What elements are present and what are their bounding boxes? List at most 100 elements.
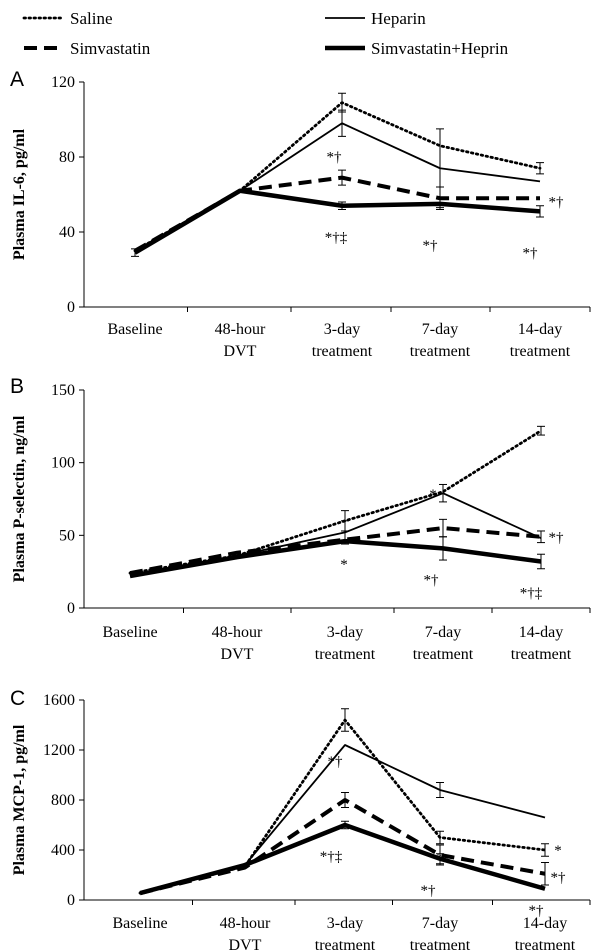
error-bar xyxy=(338,201,346,210)
legend-item-saline: Saline xyxy=(22,9,113,28)
x-category-label: 48-hour xyxy=(215,321,266,338)
error-bar xyxy=(537,553,545,570)
series-line xyxy=(133,101,542,253)
y-axis-label: Plasma IL-6, pg/ml xyxy=(11,128,28,260)
series-line xyxy=(138,718,547,895)
y-axis-label: Plasma MCP-1, pg/ml xyxy=(11,724,28,875)
significance-marker: *† xyxy=(551,870,567,886)
x-category-label: 14-day xyxy=(519,624,563,641)
legend-item-heparin: Heparin xyxy=(325,9,426,28)
y-tick-label: 0 xyxy=(67,892,75,909)
y-tick-label: 0 xyxy=(67,299,75,316)
error-bar xyxy=(338,109,346,137)
x-category-label: treatment xyxy=(315,646,376,663)
x-category-label: 7-day xyxy=(422,321,458,338)
series-line xyxy=(139,822,546,896)
significance-marker: * xyxy=(434,852,442,868)
error-bar xyxy=(536,205,544,218)
error-bar xyxy=(536,162,544,175)
legend: Saline Heparin Simvastatin Simvastatin+Hepr… xyxy=(22,9,509,58)
error-bar xyxy=(341,820,349,830)
legend-label: Simvastatin+Heprin xyxy=(371,39,509,58)
error-bar xyxy=(541,862,549,886)
y-axis-label: Plasma P-selectin, ng/ml xyxy=(11,415,28,582)
x-category-label: 48-hour xyxy=(220,915,271,932)
x-category-label: 3-day xyxy=(327,915,363,932)
significance-marker: *† xyxy=(328,754,344,770)
significance-marker: * xyxy=(429,487,437,503)
series-simvastatin-heprin xyxy=(129,536,545,579)
panels: A 0 40 80 120 Baseline 48-hour DVT 3-day treatmen… xyxy=(10,68,591,952)
significance-marker: *† xyxy=(421,883,437,899)
legend-label: Simvastatin xyxy=(70,39,151,58)
significance-marker: *† xyxy=(549,530,565,546)
y-tick-label: 800 xyxy=(51,792,75,809)
x-category-label: treatment xyxy=(312,343,373,360)
y-tick-label: 120 xyxy=(51,74,75,91)
error-bar xyxy=(436,830,444,845)
significance-marker: *† xyxy=(549,194,565,210)
x-category-label: 14-day xyxy=(523,915,567,932)
x-category-label: 3-day xyxy=(324,321,360,338)
error-bar xyxy=(537,425,545,436)
series-line xyxy=(129,526,542,576)
significance-marker: *† xyxy=(327,149,343,165)
x-category-label: Baseline xyxy=(107,321,162,338)
error-bar xyxy=(537,530,545,544)
x-category-label: DVT xyxy=(224,343,257,360)
x-category-label: treatment xyxy=(510,343,571,360)
significance-marker: * xyxy=(554,843,562,859)
x-category-label: Baseline xyxy=(102,624,157,641)
y-tick-label: 50 xyxy=(59,527,75,544)
y-tick-label: 80 xyxy=(59,149,75,166)
error-bar xyxy=(541,843,549,857)
y-tick-label: 100 xyxy=(51,455,75,472)
legend-item-simvastatin: Simvastatin xyxy=(24,39,151,58)
error-bar xyxy=(436,782,444,798)
x-category-label: treatment xyxy=(511,646,572,663)
series-simvastatin-heprin xyxy=(131,188,544,257)
x-category-label: treatment xyxy=(410,343,471,360)
y-tick-label: 1600 xyxy=(43,692,75,709)
x-category-label: treatment xyxy=(515,937,576,952)
y-tick-label: 1200 xyxy=(43,742,75,759)
panel-letter: C xyxy=(10,687,25,710)
legend-label: Heparin xyxy=(371,9,426,28)
x-category-label: Baseline xyxy=(112,915,167,932)
significance-marker: * xyxy=(340,557,348,573)
x-category-label: DVT xyxy=(229,937,262,952)
significance-marker: *†‡ xyxy=(520,585,543,601)
error-bar xyxy=(439,483,447,503)
x-category-label: 7-day xyxy=(425,624,461,641)
y-tick-label: 40 xyxy=(59,224,75,241)
legend-item-simvastatin-heprin: Simvastatin+Heprin xyxy=(325,39,509,58)
error-bar xyxy=(341,792,349,808)
x-category-label: DVT xyxy=(221,646,254,663)
x-category-label: treatment xyxy=(410,937,471,952)
x-category-label: 3-day xyxy=(327,624,363,641)
panel-b: B 0 50 100 150 Baseline 48-hour DVT 3-day treatme… xyxy=(10,375,591,663)
error-bar xyxy=(439,518,447,538)
series-line xyxy=(129,538,542,579)
x-category-label: treatment xyxy=(315,937,376,952)
x-category-label: 7-day xyxy=(422,915,458,932)
significance-marker: *† xyxy=(423,238,439,254)
error-bar xyxy=(439,536,447,561)
significance-marker: *†‡ xyxy=(320,849,343,865)
series-simvastatin-heprin xyxy=(139,820,546,896)
y-tick-label: 0 xyxy=(67,600,75,617)
x-category-label: 48-hour xyxy=(212,624,263,641)
significance-marker: *†‡ xyxy=(325,230,348,246)
legend-label: Saline xyxy=(70,9,113,28)
panel-letter: B xyxy=(10,375,24,398)
significance-marker: *† xyxy=(424,572,440,588)
series-saline xyxy=(133,92,544,253)
series-saline xyxy=(128,425,545,575)
significance-marker: *† xyxy=(523,245,539,261)
error-bar xyxy=(341,708,349,732)
panel-c: C 0 400 800 1200 1600 Baseline 48-hour DVT 3-day t… xyxy=(10,687,591,952)
x-category-label: 14-day xyxy=(518,321,562,338)
significance-marker: *† xyxy=(529,903,545,919)
error-bar xyxy=(338,92,346,113)
